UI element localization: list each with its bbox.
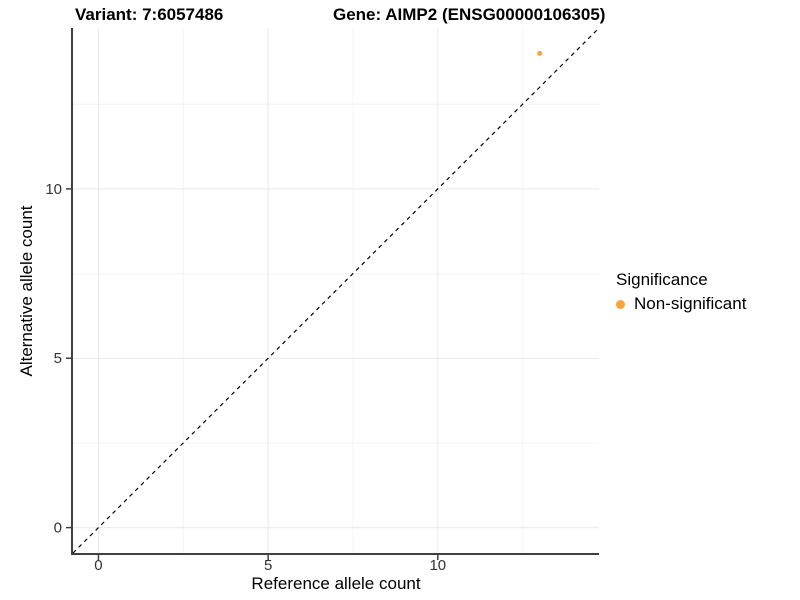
x-tick-label: 10 [429,557,446,574]
x-tick-label: 5 [264,557,272,574]
legend-title: Significance [616,270,708,289]
x-tick-label: 0 [94,557,102,574]
plot-svg: 0 5 10 0 5 10 [45,27,600,574]
legend-item-label: Non-significant [634,294,747,313]
legend-point-icon [616,299,625,309]
plot-panel: 0 5 10 0 5 10 [45,27,600,574]
plot-title-gene: Gene: AIMP2 (ENSG00000106305) [333,5,606,24]
y-tick-label: 0 [54,520,62,537]
identity-line [72,27,600,554]
legend: Significance Non-significant [616,270,746,314]
legend-item: Non-significant [616,294,746,314]
y-tick-label: 10 [45,181,62,198]
x-axis-title: Reference allele count [251,574,421,593]
plot-title-variant: Variant: 7:6057486 [75,5,224,24]
y-tick-label: 5 [54,350,62,367]
y-axis-title: Alternative allele count [17,205,36,377]
data-point [537,50,543,56]
